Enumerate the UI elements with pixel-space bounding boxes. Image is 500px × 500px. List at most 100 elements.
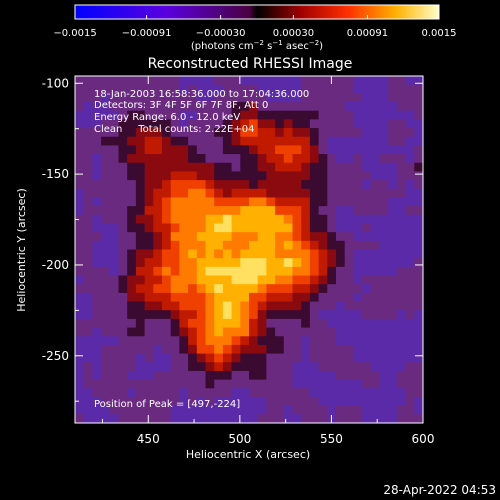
heatmap-cell bbox=[118, 284, 128, 294]
heatmap-cell bbox=[249, 214, 259, 225]
heatmap-cell bbox=[344, 327, 354, 337]
heatmap-cell bbox=[405, 258, 415, 268]
heatmap-cell bbox=[388, 223, 398, 233]
heatmap-cell bbox=[75, 162, 85, 173]
heatmap-cell bbox=[179, 76, 189, 86]
heatmap-cell bbox=[162, 310, 172, 320]
heatmap-cell bbox=[301, 119, 311, 129]
heatmap-cell bbox=[118, 136, 128, 147]
heatmap-cell bbox=[162, 128, 172, 138]
heatmap-cell bbox=[118, 93, 128, 103]
heatmap-cell bbox=[109, 318, 120, 329]
heatmap-cell bbox=[405, 362, 415, 372]
heatmap-cell bbox=[222, 128, 233, 138]
heatmap-cell bbox=[170, 310, 180, 320]
heatmap-cell bbox=[283, 93, 294, 103]
heatmap-cell bbox=[275, 388, 285, 398]
heatmap-cell bbox=[301, 240, 311, 251]
heatmap-cell bbox=[170, 327, 180, 337]
heatmap-cell bbox=[205, 258, 215, 268]
heatmap-cell bbox=[362, 223, 372, 233]
heatmap-cell bbox=[135, 232, 146, 242]
heatmap-cell bbox=[153, 136, 163, 147]
heatmap-cell bbox=[162, 232, 172, 242]
heatmap-cell bbox=[196, 318, 207, 329]
heatmap-cell bbox=[283, 292, 294, 303]
heatmap-cell bbox=[231, 258, 241, 268]
colorbar: −0.0015 −0.00091 −0.00030 0.00030 0.00091 0.0… bbox=[53, 4, 457, 52]
heatmap-cell bbox=[292, 84, 302, 94]
heatmap-cell bbox=[362, 180, 372, 190]
heatmap-cell bbox=[188, 154, 198, 164]
heatmap-cell bbox=[318, 128, 328, 138]
heatmap-cell bbox=[405, 370, 415, 381]
heatmap-cell bbox=[405, 405, 415, 415]
heatmap-cell bbox=[144, 214, 154, 225]
heatmap-cell bbox=[240, 84, 250, 94]
heatmap-cell bbox=[353, 258, 363, 268]
heatmap-cell bbox=[188, 76, 198, 86]
heatmap-cell bbox=[275, 93, 285, 103]
heatmap-cell bbox=[101, 266, 111, 277]
heatmap-cell bbox=[179, 162, 189, 173]
heatmap-cell bbox=[327, 223, 337, 233]
heatmap-cell bbox=[318, 214, 328, 225]
heatmap-cell bbox=[405, 162, 415, 173]
heatmap-cell bbox=[379, 388, 389, 398]
heatmap-cell bbox=[249, 344, 259, 355]
heatmap-cell bbox=[144, 136, 154, 147]
heatmap-cell bbox=[196, 180, 207, 190]
heatmap-cell bbox=[301, 266, 311, 277]
heatmap-cell bbox=[379, 102, 389, 112]
heatmap-cell bbox=[301, 258, 311, 268]
heatmap-cell bbox=[318, 292, 328, 303]
heatmap-cell bbox=[301, 344, 311, 355]
heatmap-cell bbox=[379, 362, 389, 372]
heatmap-cell bbox=[396, 110, 407, 120]
heatmap-cell bbox=[240, 180, 250, 190]
heatmap-cell bbox=[318, 162, 328, 173]
heatmap-cell bbox=[231, 180, 241, 190]
heatmap-cell bbox=[309, 284, 320, 294]
heatmap-cell bbox=[162, 162, 172, 173]
heatmap-cell bbox=[101, 171, 111, 181]
heatmap-cell bbox=[257, 197, 267, 207]
heatmap-cell bbox=[101, 327, 111, 337]
heatmap-cell bbox=[301, 84, 311, 94]
heatmap-cell bbox=[301, 232, 311, 242]
heatmap-cell bbox=[179, 388, 189, 398]
heatmap-cell bbox=[249, 110, 259, 120]
heatmap-cell bbox=[344, 162, 354, 173]
heatmap-cell bbox=[231, 171, 241, 181]
heatmap-cell bbox=[75, 214, 85, 225]
heatmap-cell bbox=[414, 214, 423, 225]
heatmap-cell bbox=[170, 145, 180, 155]
heatmap-cell bbox=[144, 206, 154, 216]
heatmap-cell bbox=[379, 214, 389, 225]
heatmap-cell bbox=[162, 223, 172, 233]
heatmap-cell bbox=[405, 223, 415, 233]
heatmap-cell bbox=[118, 344, 128, 355]
heatmap-cell bbox=[344, 154, 354, 164]
heatmap-cell bbox=[266, 102, 276, 112]
heatmap-cell bbox=[170, 396, 180, 407]
heatmap-cell bbox=[275, 310, 285, 320]
heatmap-cell bbox=[318, 318, 328, 329]
heatmap-cell bbox=[109, 388, 120, 398]
heatmap-cell bbox=[109, 232, 120, 242]
heatmap-cell bbox=[170, 102, 180, 112]
heatmap-cell bbox=[231, 154, 241, 164]
heatmap-cell bbox=[396, 379, 407, 389]
heatmap-cell bbox=[379, 136, 389, 147]
heatmap-cell bbox=[275, 188, 285, 199]
heatmap-cell bbox=[188, 93, 198, 103]
heatmap-cell bbox=[83, 188, 93, 199]
heatmap-cell bbox=[275, 84, 285, 94]
heatmap-cell bbox=[222, 275, 233, 285]
heatmap-cell bbox=[109, 93, 120, 103]
heatmap-cell bbox=[379, 232, 389, 242]
heatmap-cell bbox=[266, 362, 276, 372]
heatmap-cell bbox=[362, 344, 372, 355]
heatmap-cell bbox=[336, 266, 346, 277]
heatmap-cell bbox=[196, 258, 207, 268]
